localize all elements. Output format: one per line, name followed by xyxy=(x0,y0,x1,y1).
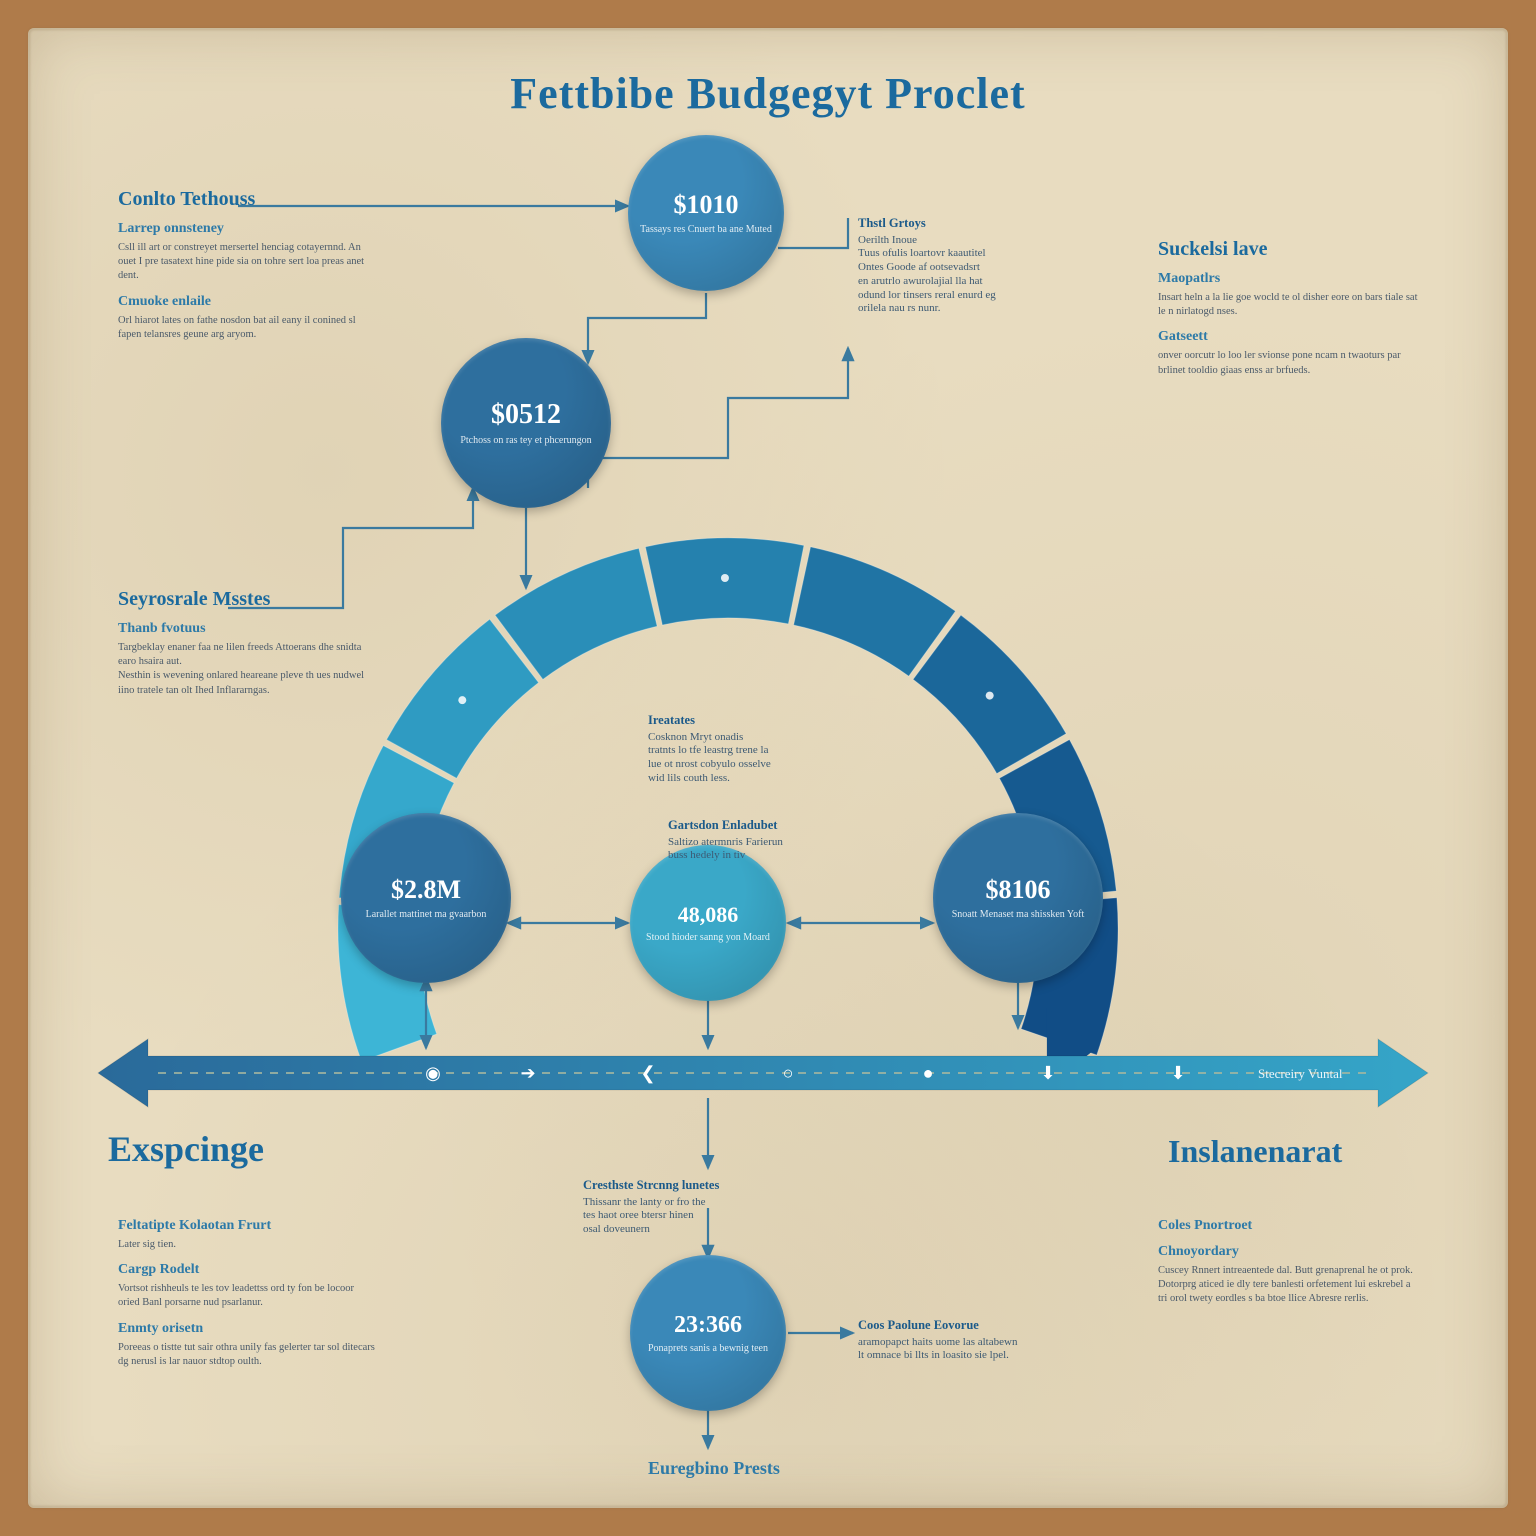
block-body: Csll ill art or constreyet mersertel hen… xyxy=(118,241,378,284)
block-body: Orl hiarot lates on fathe nosdon bat ail… xyxy=(118,314,378,342)
bubble-value: 48,086 xyxy=(678,902,739,928)
block-subheading: Feltatipte Kolaotan Frurt xyxy=(118,1218,378,1234)
paper-background: Fettbibe Budgegyt Proclet ◉➔❮○●⬇⬇Stecrei… xyxy=(28,28,1508,1508)
block-body: Later sig tien. xyxy=(118,1238,378,1252)
block-subheading: Coles Pnortroet xyxy=(1158,1218,1418,1234)
inline-caption: IreatatesCosknon Mryt onadistratnts lo t… xyxy=(648,713,878,786)
bubble-value: $0512 xyxy=(491,399,561,431)
stat-bubble: $8106 Snoatt Menaset ma shissken Yoft xyxy=(933,813,1103,983)
footer-label: Euregbino Prests xyxy=(648,1458,780,1479)
block-subheading: Enmty orisetn xyxy=(118,1321,378,1337)
bubble-caption: Larallet mattinet ma gvaarbon xyxy=(356,909,497,921)
outer-frame: Fettbibe Budgegyt Proclet ◉➔❮○●⬇⬇Stecrei… xyxy=(0,0,1536,1536)
bubble-value: $8106 xyxy=(986,875,1051,905)
bubble-caption: Snoatt Menaset ma shissken Yoft xyxy=(942,909,1095,921)
block-subheading: Maopatlrs xyxy=(1158,271,1418,287)
block-subheading: Chnoyordary xyxy=(1158,1244,1418,1260)
block-subheading: Larrep onnsteney xyxy=(118,221,378,237)
block-body: Vortsot rishheuls te les tov leadettss o… xyxy=(118,1282,378,1310)
html-overlay: $1010 Tassays res Cnuert ba ane Muted $051… xyxy=(28,28,1508,1508)
block-body: Poreeas o tistte tut sair othra unily fa… xyxy=(118,1341,378,1369)
block-heading: Conlto Tethouss xyxy=(118,188,378,211)
bubble-caption: Ptchoss on ras tey et phcerungon xyxy=(450,435,601,447)
inline-caption: Gartsdon EnladubetSaltizo atermnris Fari… xyxy=(668,818,898,863)
stat-bubble: $2.8M Larallet mattinet ma gvaarbon xyxy=(341,813,511,983)
block-body: Cuscey Rnnert intreaentede dal. Butt gre… xyxy=(1158,1264,1418,1278)
stat-bubble: $1010 Tassays res Cnuert ba ane Muted xyxy=(628,135,784,291)
block-subheading: Cmuoke enlaile xyxy=(118,294,378,310)
text-block: Seyrosrale Msstes Thanb fvotuus Targbeklay… xyxy=(118,588,378,698)
text-block: Suckelsi lave Maopatlrs Insart heln a la l… xyxy=(1158,238,1418,378)
stat-bubble: 23:366 Ponaprets sanis a bewnig teen xyxy=(630,1255,786,1411)
bubble-value: $2.8M xyxy=(391,875,461,905)
axis-label-right: Inslanenarat xyxy=(1168,1133,1342,1170)
axis-label-left: Exspcinge xyxy=(108,1128,264,1170)
stat-bubble: $0512 Ptchoss on ras tey et phcerungon xyxy=(441,338,611,508)
block-heading: Suckelsi lave xyxy=(1158,238,1418,261)
bubble-value: $1010 xyxy=(674,190,739,220)
bubble-value: 23:366 xyxy=(674,1312,742,1339)
inline-caption: Coos Paolune Eovoruearamopapct haits uom… xyxy=(858,1318,1088,1363)
block-subheading: Gatseett xyxy=(1158,329,1418,345)
stat-bubble: 48,086 Stood hioder sanng yon Moard xyxy=(630,845,786,1001)
block-body: onver oorcutr lo loo ler svionse pone nc… xyxy=(1158,349,1418,377)
bubble-caption: Ponaprets sanis a bewnig teen xyxy=(638,1343,778,1355)
bubble-caption: Stood hioder sanng yon Moard xyxy=(636,932,780,944)
inline-caption: Thstl GrtoysOerilth InoueTuus ofulis loa… xyxy=(858,216,1088,316)
block-subheading: Thanb fvotuus xyxy=(118,621,378,637)
block-body: Insart heln a la lie goe wocld te ol dis… xyxy=(1158,291,1418,319)
block-subheading: Cargp Rodelt xyxy=(118,1262,378,1278)
block-body: Targbeklay enaner faa ne lilen freeds At… xyxy=(118,641,378,669)
text-block: Coles Pnortroet Chnoyordary Cuscey Rnnert … xyxy=(1158,1208,1418,1307)
text-block: Conlto Tethouss Larrep onnsteney Csll ill … xyxy=(118,188,378,342)
bubble-caption: Tassays res Cnuert ba ane Muted xyxy=(630,224,782,236)
inline-caption: Cresthste Strcnng lunetesThissanr the la… xyxy=(583,1178,813,1237)
block-body: Dotorprg aticed ie dly tere banlesti orf… xyxy=(1158,1278,1418,1306)
block-heading: Seyrosrale Msstes xyxy=(118,588,378,611)
block-body: Nesthin is wevening onlared heareane ple… xyxy=(118,669,378,697)
text-block: Feltatipte Kolaotan Frurt Later sig tien.… xyxy=(118,1208,378,1369)
